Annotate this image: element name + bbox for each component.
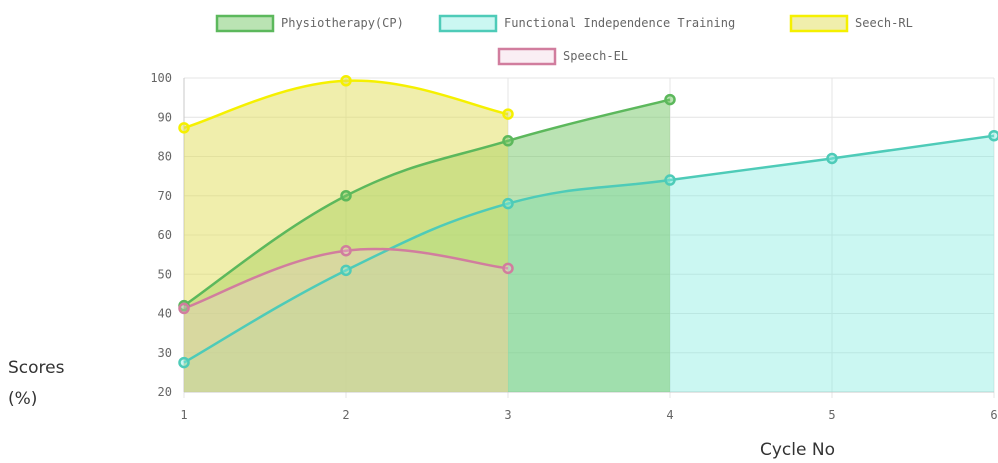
point	[826, 152, 838, 165]
point	[502, 262, 514, 275]
y-tick-label: 100	[150, 71, 172, 85]
area-3	[184, 248, 508, 392]
y-tick-label: 60	[158, 228, 172, 242]
y-tick-label: 70	[158, 189, 172, 203]
y-tick-label: 20	[158, 385, 172, 399]
y-tick-label: 90	[158, 110, 172, 124]
legend-item[interactable]: Speech-EL	[497, 47, 628, 66]
point	[178, 122, 190, 134]
y-tick-label: 50	[158, 267, 172, 281]
point	[340, 190, 352, 202]
x-tick-label: 5	[828, 408, 835, 422]
point	[340, 74, 352, 87]
x-tick-label: 4	[666, 408, 673, 422]
series-points	[178, 74, 998, 369]
point	[664, 93, 676, 106]
point	[502, 108, 514, 120]
point	[502, 197, 514, 210]
point	[340, 244, 352, 257]
point	[340, 264, 352, 277]
y-tick-labels: 20 30 40 50 60 70 80 90 100	[150, 71, 172, 399]
y-tick-label: 30	[158, 346, 172, 360]
y-axis-title: Scores (%)	[8, 358, 65, 409]
series-lines	[183, 79, 995, 364]
point	[502, 135, 514, 147]
series-areas	[184, 80, 994, 393]
legend-label: Functional Independence Training	[504, 16, 735, 30]
legend: Physiotherapy(CP) Functional Independence…	[215, 14, 913, 66]
line-1	[183, 134, 995, 364]
line-3	[183, 247, 509, 310]
legend-swatch	[789, 14, 849, 33]
x-tick-label: 1	[180, 408, 187, 422]
x-tick-label: 6	[990, 408, 997, 422]
y-tick-label: 80	[158, 150, 172, 164]
point	[988, 129, 998, 142]
legend-swatch	[497, 47, 557, 66]
legend-item[interactable]: Physiotherapy(CP)	[215, 14, 404, 33]
x-tick-label: 2	[342, 408, 349, 422]
legend-item[interactable]: Seech-RL	[789, 14, 913, 33]
legend-label: Speech-EL	[563, 49, 628, 63]
x-axis-title: Cycle No	[760, 440, 835, 460]
x-tick-labels: 1 2 3 4 5 6	[180, 408, 997, 422]
legend-swatch	[438, 14, 498, 33]
legend-label: Physiotherapy(CP)	[281, 16, 404, 30]
point	[664, 174, 676, 186]
y-tick-label: 40	[158, 307, 172, 321]
x-tick-label: 3	[504, 408, 511, 422]
point	[178, 356, 190, 369]
point	[178, 302, 190, 315]
legend-label: Seech-RL	[855, 16, 913, 30]
legend-swatch	[215, 14, 275, 33]
line-0	[183, 98, 671, 307]
legend-item[interactable]: Functional Independence Training	[438, 14, 735, 33]
